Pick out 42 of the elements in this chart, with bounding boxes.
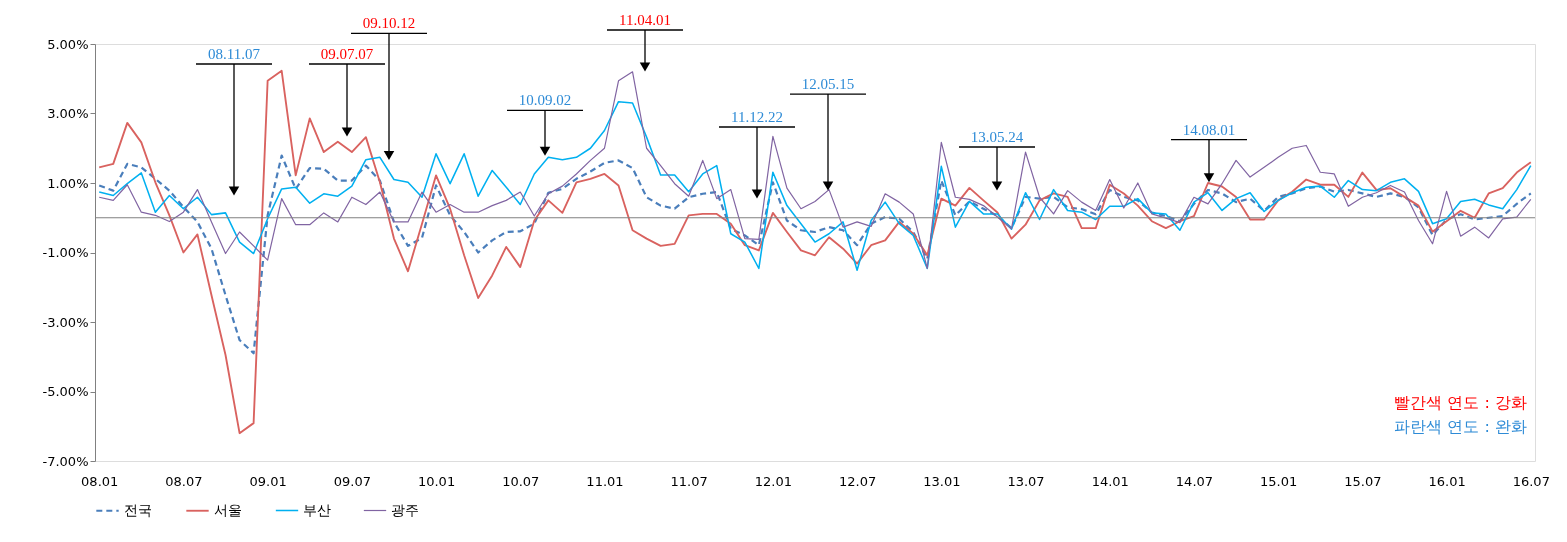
x-tick-label: 14.07 — [1175, 473, 1214, 489]
annotation: 10.09.02 — [518, 92, 572, 109]
legend-label: 서울 — [214, 501, 242, 518]
annotation: 11.12.22 — [731, 109, 783, 125]
x-tick-label: 16.07 — [1512, 473, 1550, 489]
x-tick-label: 09.01 — [249, 473, 287, 489]
x-tick-label: 11.07 — [670, 473, 708, 489]
line-series — [98, 69, 1532, 435]
annotation: 09.10.12 — [362, 15, 416, 32]
annotation: 08.11.07 — [208, 46, 261, 62]
y-tick-label: -1.00% — [42, 245, 89, 260]
annotation: 09.07.07 — [320, 46, 374, 62]
x-tick-label: 12.07 — [839, 473, 877, 489]
y-tick-label: -3.00% — [42, 314, 89, 330]
x-tick-label: 11.01 — [586, 473, 624, 489]
legend-label: 전국 — [124, 501, 152, 518]
text: 11.04.01 — [619, 12, 671, 28]
annotation: 12.05.15 — [801, 76, 855, 93]
y-tick-label: -5.00% — [42, 384, 89, 399]
legend-label: 부산 — [303, 501, 331, 518]
x-tick-label: 15.01 — [1260, 473, 1298, 489]
x-tick-label: 13.07 — [1007, 473, 1045, 489]
legend-label: 광주 — [391, 501, 419, 518]
x-tick-label: 09.07 — [333, 473, 371, 489]
x-tick-label: 10.01 — [417, 473, 456, 489]
annotation: 14.08.01 — [1182, 121, 1236, 138]
y-tick-label: 5.00% — [47, 36, 89, 52]
line-series — [98, 154, 1532, 355]
x-tick-label: 15.07 — [1344, 473, 1382, 489]
y-tick-label: 3.00% — [47, 106, 89, 121]
x-tick-label: 13.01 — [923, 473, 961, 489]
x-tick-label: 08.01 — [81, 473, 119, 489]
x-tick-label: 14.01 — [1091, 473, 1129, 489]
x-tick-label: 16.01 — [1428, 473, 1466, 489]
annotation: 파란색 연도 : 완화 — [1394, 417, 1527, 436]
y-tick-label: -7.00% — [42, 453, 89, 469]
x-tick-label: 08.07 — [165, 473, 203, 489]
x-tick-label: 10.07 — [502, 473, 540, 489]
annotation: 13.05.24 — [970, 129, 1024, 145]
x-tick-label: 12.01 — [754, 473, 792, 489]
annotation: 빨간색 연도 : 강화 — [1394, 393, 1527, 412]
y-tick-label: 1.00% — [47, 175, 89, 191]
